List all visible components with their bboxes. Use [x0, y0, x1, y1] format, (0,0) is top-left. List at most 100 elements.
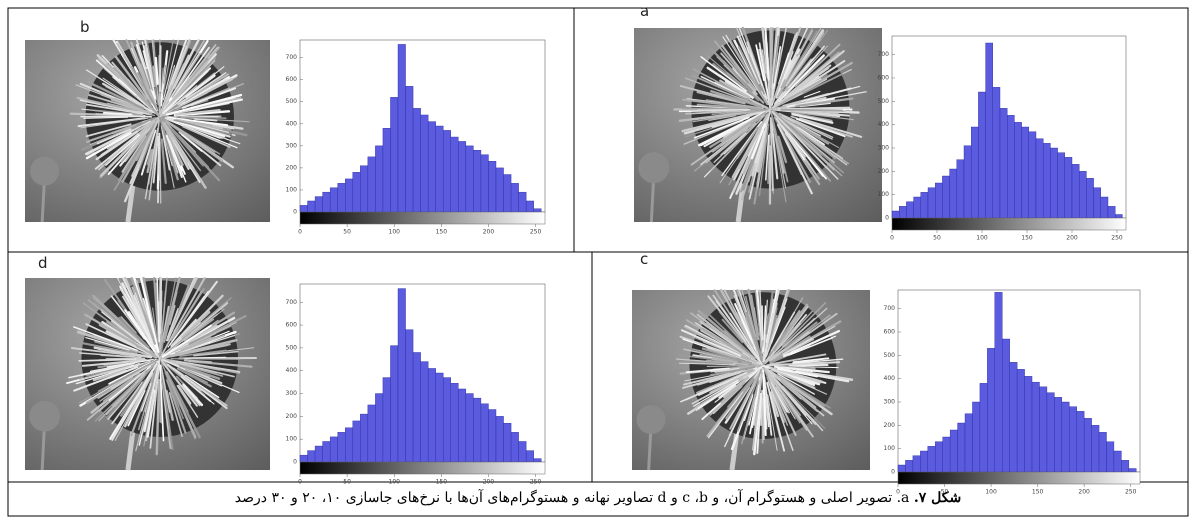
petal — [146, 148, 154, 174]
petal — [705, 359, 733, 365]
x-tick-label: 0 — [298, 479, 302, 486]
histogram-bar — [314, 445, 323, 463]
petal — [146, 68, 154, 91]
petal — [76, 331, 147, 355]
petal — [781, 119, 843, 177]
petal — [170, 127, 210, 169]
petal — [85, 336, 130, 351]
histogram-bar — [375, 393, 384, 463]
petal — [105, 134, 140, 167]
petal — [782, 385, 826, 430]
petal — [185, 368, 222, 386]
petal — [771, 27, 802, 104]
petal — [85, 123, 132, 138]
petal — [114, 55, 149, 101]
petal — [771, 306, 786, 344]
histogram-bar — [329, 436, 338, 463]
y-tick-label: 0 — [293, 209, 297, 216]
histogram-bar — [979, 383, 988, 473]
histogram-bar — [450, 136, 459, 213]
colorbar — [299, 461, 546, 475]
petal — [769, 372, 824, 432]
histogram-bar — [367, 404, 376, 463]
petal — [161, 324, 212, 358]
petal — [131, 119, 159, 177]
petal — [772, 35, 780, 84]
petal — [78, 363, 150, 404]
petal — [721, 44, 757, 92]
petal — [679, 85, 737, 102]
petal — [765, 394, 773, 436]
petal — [113, 66, 161, 117]
petal — [92, 368, 127, 382]
histogram-bar — [518, 441, 527, 463]
petal — [73, 366, 139, 392]
petal — [776, 367, 819, 378]
petal — [707, 391, 744, 439]
petal — [144, 127, 159, 200]
petal — [706, 365, 763, 367]
petal — [175, 108, 221, 116]
x-tick-label: 250 — [1111, 235, 1123, 242]
histogram-bar — [1024, 376, 1033, 473]
petal — [712, 62, 760, 102]
petal — [105, 330, 137, 348]
histogram-bar — [920, 192, 929, 219]
petal — [149, 361, 161, 449]
petal — [780, 108, 844, 112]
petal — [184, 356, 227, 359]
petal — [133, 294, 155, 345]
petal — [159, 76, 237, 117]
petal — [178, 294, 224, 340]
petal — [110, 359, 159, 390]
histogram-bar — [1106, 441, 1115, 473]
petal — [775, 322, 801, 351]
petal — [769, 383, 787, 422]
petal — [166, 363, 228, 410]
petal — [763, 368, 797, 436]
petal — [765, 313, 770, 335]
histogram-bar — [927, 187, 936, 219]
petal — [176, 385, 199, 418]
petal — [803, 90, 821, 98]
petal — [162, 44, 217, 114]
petal — [720, 111, 767, 143]
x-tick-label: 250 — [530, 229, 542, 236]
histogram-bar — [978, 91, 986, 219]
histogram-bar — [488, 409, 497, 463]
petal — [101, 311, 150, 351]
histogram-bar — [1069, 406, 1077, 473]
histogram-bar — [412, 352, 421, 463]
petal — [159, 277, 177, 360]
petal — [170, 45, 188, 86]
petal — [86, 101, 155, 116]
histogram-bar — [322, 191, 331, 213]
petal — [769, 391, 780, 418]
petal — [764, 368, 814, 438]
petal — [160, 367, 174, 451]
petal — [167, 290, 209, 348]
petal — [718, 384, 737, 399]
histogram-bar — [949, 429, 958, 473]
histogram-bar — [337, 183, 346, 213]
petal — [682, 370, 742, 389]
petal — [94, 340, 138, 354]
petal — [162, 67, 212, 115]
petal — [776, 374, 820, 407]
petal — [97, 362, 129, 369]
histogram-bar — [899, 206, 907, 219]
petal — [94, 109, 144, 116]
petal — [775, 137, 787, 189]
histogram-bar — [1114, 214, 1123, 219]
histogram-bar — [299, 454, 308, 463]
petal — [682, 107, 771, 111]
x-tick-label: 50 — [941, 489, 949, 496]
petal — [175, 360, 234, 372]
petal — [791, 113, 834, 124]
petal — [720, 381, 746, 404]
petal — [159, 141, 162, 204]
petal — [85, 103, 143, 115]
histogram-bar — [913, 196, 921, 219]
petal — [750, 294, 759, 336]
